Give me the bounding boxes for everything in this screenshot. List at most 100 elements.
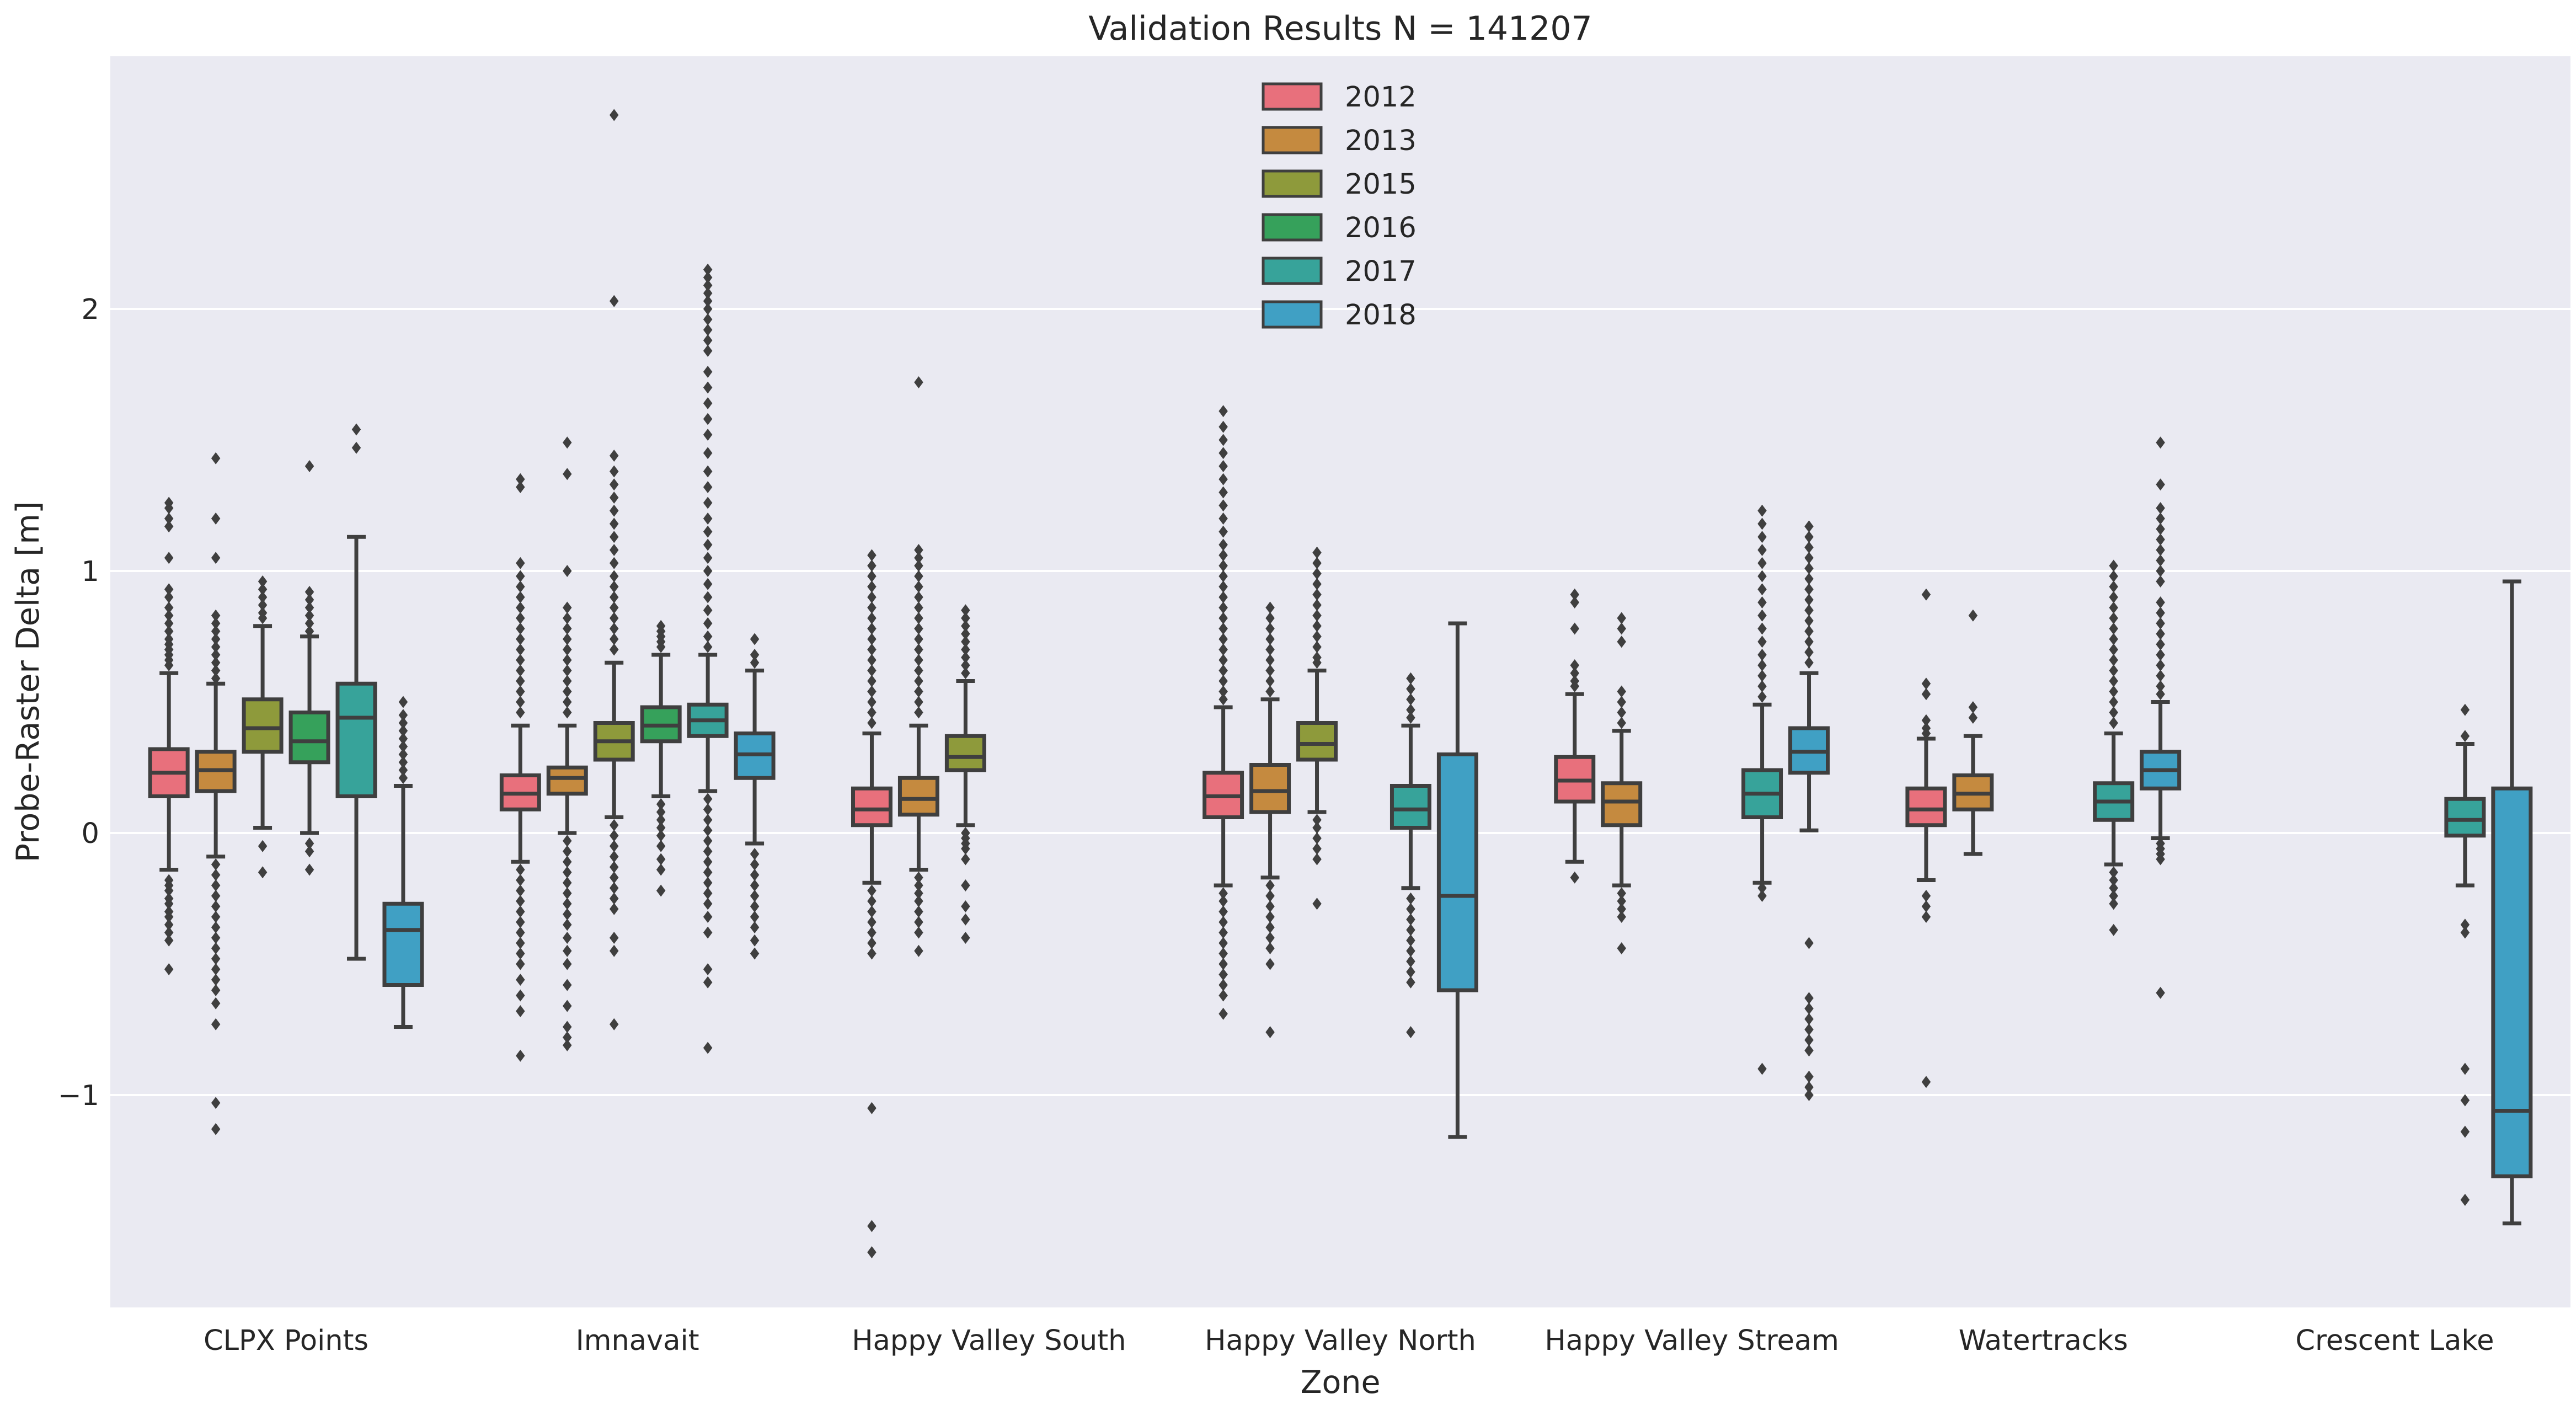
outlier-point (1218, 591, 1228, 604)
outlier-point (1218, 538, 1228, 551)
outlier-point (1617, 685, 1626, 698)
outlier-point (1218, 580, 1228, 593)
outlier-point (1968, 609, 1978, 622)
outlier-point (703, 856, 713, 868)
box-2018 (382, 696, 424, 1029)
outlier-point (516, 905, 525, 918)
outlier-point (1921, 688, 1931, 701)
outlier-point (609, 622, 619, 635)
outlier-point (1218, 905, 1228, 918)
outlier-point (516, 570, 525, 583)
outlier-point (867, 895, 877, 907)
outlier-point (750, 848, 760, 860)
outlier-point (1265, 921, 1275, 933)
outlier-point (914, 944, 923, 957)
outlier-point (1406, 923, 1415, 936)
outlier-point (1265, 890, 1275, 902)
box-body (382, 901, 424, 987)
outlier-point (1218, 434, 1228, 446)
box-2018 (2140, 436, 2182, 999)
outlier-point (703, 324, 713, 336)
outlier-point (1312, 853, 1322, 866)
outlier-point (2460, 926, 2470, 939)
outlier-point (1218, 420, 1228, 433)
y-tick-label: 0 (82, 818, 99, 850)
outlier-point (1312, 609, 1322, 622)
outlier-point (1757, 609, 1767, 622)
outlier-point (1617, 696, 1626, 708)
outlier-point (2156, 607, 2165, 619)
outlier-point (961, 842, 970, 855)
outlier-point (516, 685, 525, 698)
outlier-point (1265, 664, 1275, 677)
outlier-point (867, 664, 877, 677)
outlier-point (1218, 559, 1228, 572)
outlier-point (609, 544, 619, 556)
legend-item-2012: 2012 (1262, 81, 1417, 114)
outlier-point (1265, 932, 1275, 944)
outlier-point (703, 803, 713, 816)
outlier-point (563, 1021, 572, 1033)
outlier-point (1312, 567, 1322, 580)
outlier-point (609, 109, 619, 121)
outlier-point (516, 926, 525, 939)
outlier-point (656, 798, 666, 810)
outlier-point (961, 628, 970, 640)
outlier-point (703, 835, 713, 847)
outlier-point (609, 591, 619, 604)
legend-swatch (1262, 82, 1323, 111)
outlier-point (1312, 599, 1322, 611)
outlier-point (164, 609, 174, 622)
outlier-point (258, 612, 268, 624)
outlier-point (563, 835, 572, 847)
outlier-point (609, 531, 619, 543)
outlier-point (258, 591, 268, 604)
outlier-point (2156, 565, 2165, 577)
y-axis-label: Probe-Raster Delta [m] (10, 501, 46, 862)
outlier-point (1804, 656, 1814, 669)
outlier-point (1617, 622, 1626, 635)
outlier-point (1312, 620, 1322, 632)
outlier-point (1968, 701, 1978, 713)
outlier-point (1757, 504, 1767, 517)
outlier-point (867, 1102, 877, 1114)
outlier-point (1617, 942, 1626, 954)
outlier-point (258, 866, 268, 879)
outlier-point (867, 570, 877, 583)
outlier-point (703, 447, 713, 460)
outlier-point (1804, 937, 1814, 949)
outlier-point (750, 869, 760, 881)
outlier-point (1312, 588, 1322, 601)
outlier-point (656, 829, 666, 842)
outlier-point (703, 287, 713, 300)
outlier-point (867, 591, 877, 604)
outlier-point (703, 295, 713, 307)
outlier-point (961, 913, 970, 926)
outlier-point (2156, 523, 2165, 535)
outlier-point (1804, 604, 1814, 617)
outlier-point (2156, 649, 2165, 661)
legend-label: 2013 (1345, 125, 1417, 157)
box-2012 (851, 549, 892, 1258)
outlier-point (1218, 525, 1228, 538)
outlier-point (1804, 583, 1814, 596)
outlier-point (563, 643, 572, 656)
outlier-point (516, 1005, 525, 1017)
outlier-point (1218, 693, 1228, 706)
outlier-point (164, 919, 174, 931)
outlier-point (2109, 874, 2118, 887)
outlier-point (211, 664, 221, 677)
outlier-point (2460, 1094, 2470, 1107)
outlier-point (304, 601, 314, 614)
outlier-point (1617, 911, 1626, 923)
outlier-point (1312, 656, 1322, 669)
outlier-point (398, 717, 408, 729)
outlier-point (609, 892, 619, 905)
outlier-point (563, 887, 572, 900)
outlier-point (1804, 1070, 1814, 1083)
box-body (2444, 797, 2486, 838)
box-2017 (1741, 504, 1783, 1075)
outlier-point (304, 594, 314, 606)
outlier-point (1218, 473, 1228, 485)
outlier-point (2109, 654, 2118, 666)
